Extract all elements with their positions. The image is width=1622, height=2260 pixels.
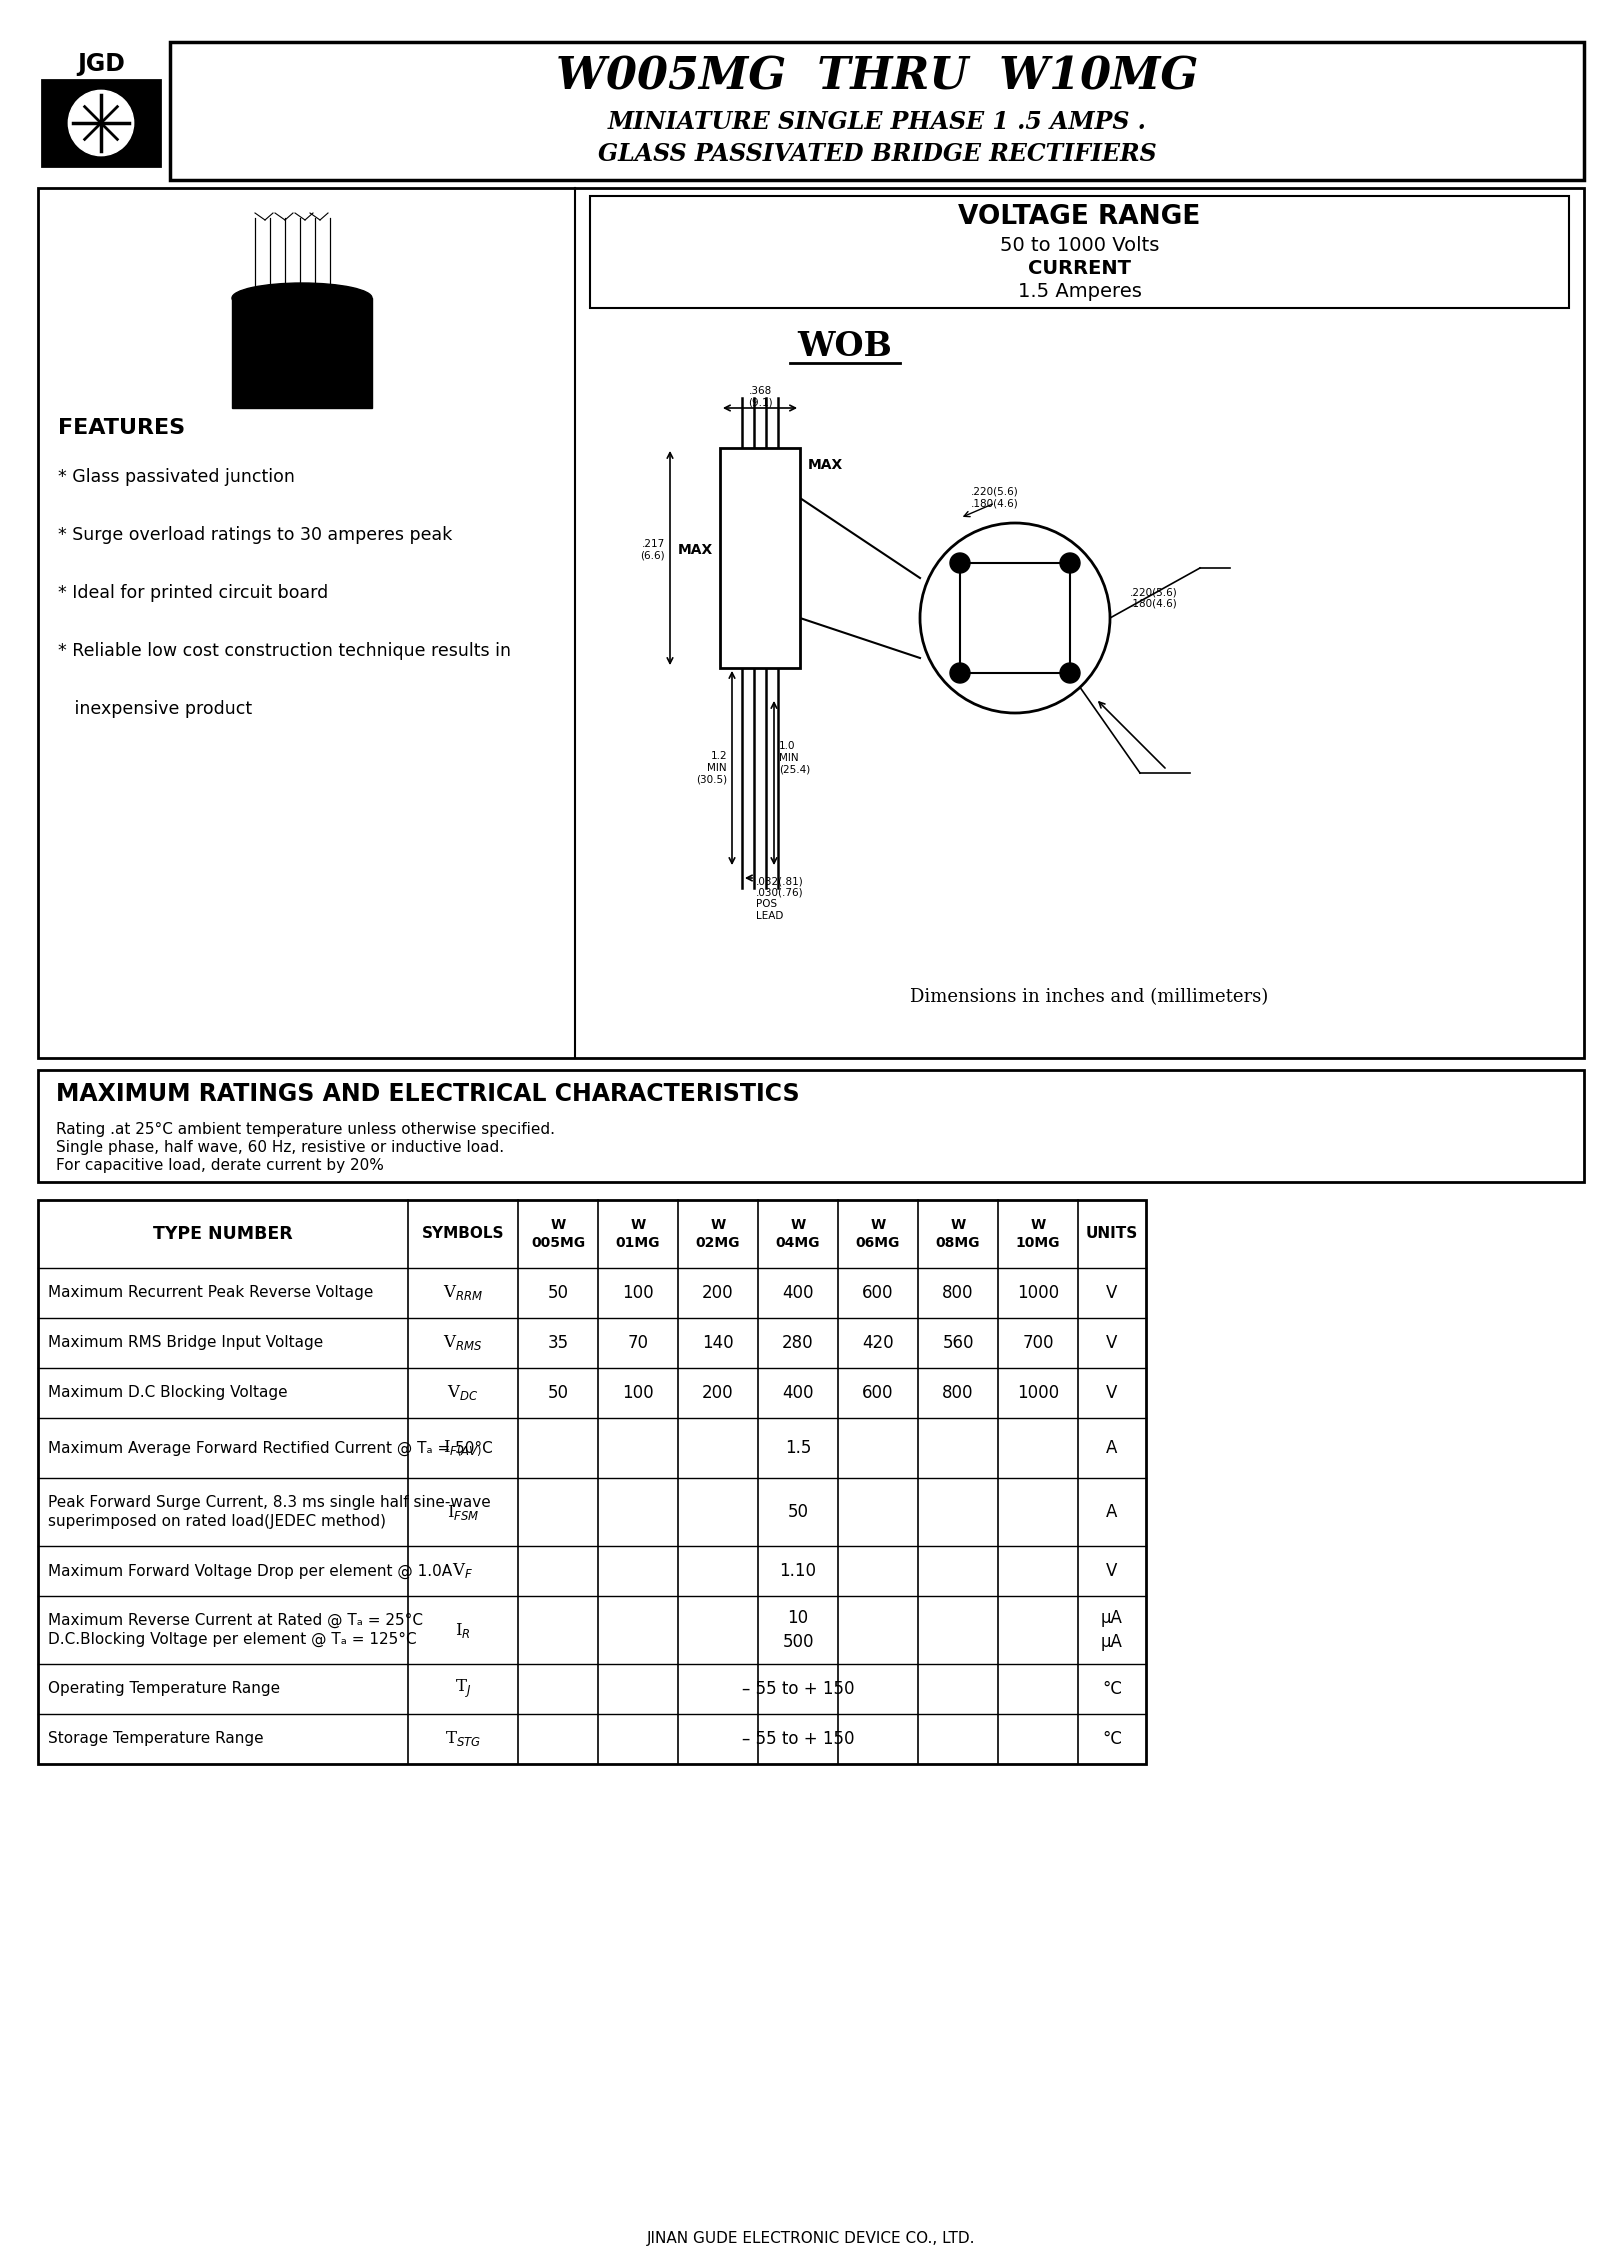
Text: I$_{R}$: I$_{R}$ bbox=[456, 1620, 470, 1638]
Text: W
08MG: W 08MG bbox=[936, 1218, 980, 1250]
Text: Maximum Forward Voltage Drop per element @ 1.0A: Maximum Forward Voltage Drop per element… bbox=[49, 1564, 453, 1577]
Bar bbox=[37, 1069, 1585, 1182]
Text: Maximum Average Forward Rectified Current @ Tₐ = 50°C: Maximum Average Forward Rectified Curren… bbox=[49, 1440, 493, 1455]
Text: W
06MG: W 06MG bbox=[856, 1218, 900, 1250]
Text: 1.5: 1.5 bbox=[785, 1440, 811, 1458]
Text: 50: 50 bbox=[548, 1284, 568, 1302]
Text: Maximum RMS Bridge Input Voltage: Maximum RMS Bridge Input Voltage bbox=[49, 1336, 323, 1351]
Text: 600: 600 bbox=[863, 1284, 894, 1302]
Text: inexpensive product: inexpensive product bbox=[58, 701, 251, 719]
Text: 560: 560 bbox=[942, 1333, 973, 1351]
Text: 600: 600 bbox=[863, 1383, 894, 1401]
Text: 400: 400 bbox=[782, 1383, 814, 1401]
Bar bbox=[37, 1200, 1147, 1765]
Bar bbox=[170, 43, 1585, 181]
Text: – 55 to + 150: – 55 to + 150 bbox=[741, 1729, 855, 1747]
Text: GLASS PASSIVATED BRIDGE RECTIFIERS: GLASS PASSIVATED BRIDGE RECTIFIERS bbox=[597, 142, 1156, 165]
Text: 1.10: 1.10 bbox=[780, 1562, 816, 1580]
Text: FEATURES: FEATURES bbox=[58, 418, 185, 438]
Text: 200: 200 bbox=[702, 1284, 733, 1302]
Text: 200: 200 bbox=[702, 1383, 733, 1401]
Text: .220(5.6)
.180(4.6): .220(5.6) .180(4.6) bbox=[1131, 588, 1178, 608]
Text: 70: 70 bbox=[628, 1333, 649, 1351]
Text: Maximum D.C Blocking Voltage: Maximum D.C Blocking Voltage bbox=[49, 1385, 287, 1401]
Text: A: A bbox=[1106, 1503, 1118, 1521]
Text: UNITS: UNITS bbox=[1085, 1227, 1139, 1241]
Text: * Reliable low cost construction technique results in: * Reliable low cost construction techniq… bbox=[58, 642, 511, 660]
Text: I$_{FSM}$: I$_{FSM}$ bbox=[446, 1503, 478, 1521]
Circle shape bbox=[950, 554, 970, 574]
Text: Dimensions in inches and (millimeters): Dimensions in inches and (millimeters) bbox=[910, 988, 1268, 1006]
Text: 800: 800 bbox=[942, 1284, 973, 1302]
Circle shape bbox=[920, 522, 1109, 712]
Text: V: V bbox=[1106, 1284, 1118, 1302]
Text: A: A bbox=[1106, 1440, 1118, 1458]
Text: VOLTAGE RANGE: VOLTAGE RANGE bbox=[959, 203, 1200, 231]
Text: .217
(6.6): .217 (6.6) bbox=[641, 540, 665, 560]
Text: 100: 100 bbox=[623, 1284, 654, 1302]
Text: Maximum Recurrent Peak Reverse Voltage: Maximum Recurrent Peak Reverse Voltage bbox=[49, 1286, 373, 1299]
Text: °C: °C bbox=[1101, 1729, 1122, 1747]
Text: .368
(9.1): .368 (9.1) bbox=[748, 386, 772, 407]
Text: W
005MG: W 005MG bbox=[530, 1218, 586, 1250]
Bar bbox=[37, 188, 1585, 1058]
Text: MAX: MAX bbox=[678, 542, 714, 556]
Text: Operating Temperature Range: Operating Temperature Range bbox=[49, 1681, 281, 1697]
Circle shape bbox=[950, 662, 970, 683]
Bar bbox=[590, 197, 1568, 307]
Text: For capacitive load, derate current by 20%: For capacitive load, derate current by 2… bbox=[57, 1157, 384, 1173]
Text: 100: 100 bbox=[623, 1383, 654, 1401]
Text: 1000: 1000 bbox=[1017, 1284, 1059, 1302]
Ellipse shape bbox=[232, 282, 371, 312]
Text: V$_{DC}$: V$_{DC}$ bbox=[448, 1383, 478, 1403]
Text: V$_{F}$: V$_{F}$ bbox=[453, 1562, 474, 1580]
Text: CURRENT: CURRENT bbox=[1028, 260, 1131, 278]
Text: 1.2
MIN
(30.5): 1.2 MIN (30.5) bbox=[696, 750, 727, 784]
Text: MAXIMUM RATINGS AND ELECTRICAL CHARACTERISTICS: MAXIMUM RATINGS AND ELECTRICAL CHARACTER… bbox=[57, 1083, 800, 1105]
Text: V$_{RMS}$: V$_{RMS}$ bbox=[443, 1333, 483, 1351]
Text: JINAN GUDE ELECTRONIC DEVICE CO., LTD.: JINAN GUDE ELECTRONIC DEVICE CO., LTD. bbox=[647, 2231, 975, 2246]
Text: 400: 400 bbox=[782, 1284, 814, 1302]
Text: V: V bbox=[1106, 1383, 1118, 1401]
Text: 1.0
MIN
(25.4): 1.0 MIN (25.4) bbox=[779, 741, 811, 775]
Text: .032(.81)
.030(.76)
POS
LEAD: .032(.81) .030(.76) POS LEAD bbox=[756, 877, 805, 920]
Text: 35: 35 bbox=[548, 1333, 569, 1351]
Text: W
02MG: W 02MG bbox=[696, 1218, 740, 1250]
Text: Peak Forward Surge Current, 8.3 ms single half sine-wave
superimposed on rated l: Peak Forward Surge Current, 8.3 ms singl… bbox=[49, 1496, 491, 1528]
Text: .220(5.6)
.180(4.6): .220(5.6) .180(4.6) bbox=[972, 486, 1019, 508]
Text: 420: 420 bbox=[863, 1333, 894, 1351]
Circle shape bbox=[1061, 662, 1080, 683]
Text: 1000: 1000 bbox=[1017, 1383, 1059, 1401]
Text: 140: 140 bbox=[702, 1333, 733, 1351]
Text: T$_{STG}$: T$_{STG}$ bbox=[444, 1729, 482, 1749]
Text: MINIATURE SINGLE PHASE 1 .5 AMPS .: MINIATURE SINGLE PHASE 1 .5 AMPS . bbox=[608, 111, 1147, 133]
Text: JGD: JGD bbox=[78, 52, 125, 77]
Bar bbox=[42, 79, 161, 165]
Text: Single phase, half wave, 60 Hz, resistive or inductive load.: Single phase, half wave, 60 Hz, resistiv… bbox=[57, 1139, 504, 1155]
Text: I$_{F(AV)}$: I$_{F(AV)}$ bbox=[443, 1437, 483, 1458]
Text: 10
500: 10 500 bbox=[782, 1609, 814, 1650]
Circle shape bbox=[1061, 554, 1080, 574]
Text: * Ideal for printed circuit board: * Ideal for printed circuit board bbox=[58, 583, 328, 601]
Text: V$_{RRM}$: V$_{RRM}$ bbox=[443, 1284, 483, 1302]
Text: 50 to 1000 Volts: 50 to 1000 Volts bbox=[999, 235, 1160, 255]
Text: 280: 280 bbox=[782, 1333, 814, 1351]
Text: W
10MG: W 10MG bbox=[1015, 1218, 1061, 1250]
Text: SYMBOLS: SYMBOLS bbox=[422, 1227, 504, 1241]
Text: W
04MG: W 04MG bbox=[775, 1218, 821, 1250]
Text: °C: °C bbox=[1101, 1679, 1122, 1697]
Bar bbox=[42, 50, 161, 167]
Bar bbox=[232, 298, 371, 409]
Text: * Surge overload ratings to 30 amperes peak: * Surge overload ratings to 30 amperes p… bbox=[58, 527, 453, 545]
Text: W005MG  THRU  W10MG: W005MG THRU W10MG bbox=[556, 56, 1199, 99]
Text: V: V bbox=[1106, 1562, 1118, 1580]
Text: Maximum Reverse Current at Rated @ Tₐ = 25°C
D.C.Blocking Voltage per element @ : Maximum Reverse Current at Rated @ Tₐ = … bbox=[49, 1614, 423, 1648]
Text: 700: 700 bbox=[1022, 1333, 1054, 1351]
Text: 1.5 Amperes: 1.5 Amperes bbox=[1017, 282, 1142, 301]
Text: 50: 50 bbox=[548, 1383, 568, 1401]
Text: MAX: MAX bbox=[808, 459, 843, 472]
Circle shape bbox=[68, 90, 133, 156]
Text: WOB: WOB bbox=[798, 330, 892, 364]
Text: W
01MG: W 01MG bbox=[616, 1218, 660, 1250]
Text: TYPE NUMBER: TYPE NUMBER bbox=[152, 1225, 294, 1243]
